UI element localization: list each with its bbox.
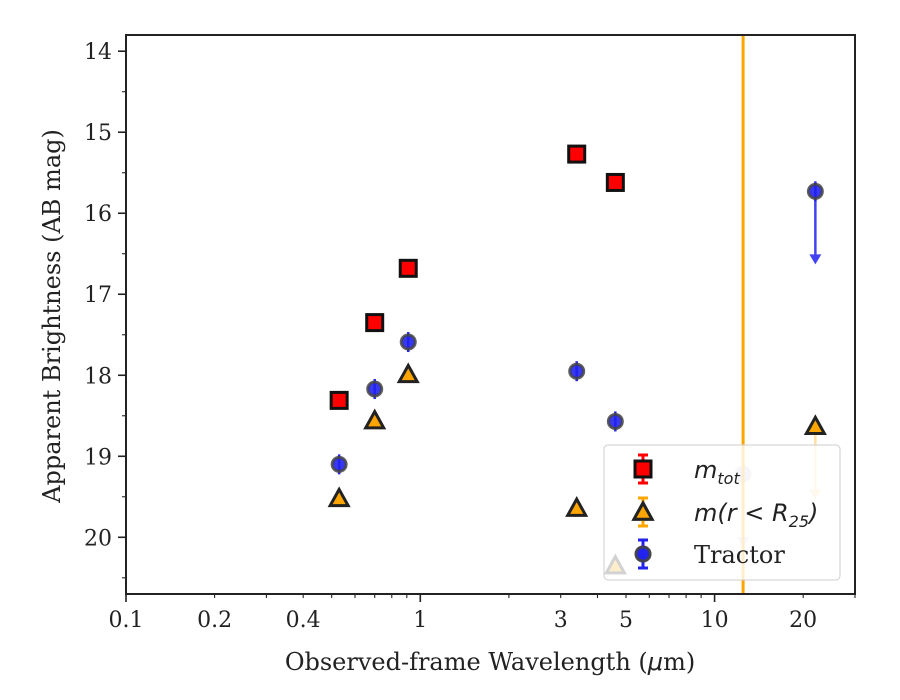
y-tick-label: 18 [84,364,112,389]
x-axis-label: Observed-frame Wavelength (μm) [285,648,695,676]
square-marker [365,313,385,333]
point-mr25-2 [396,362,420,384]
square-marker [605,172,625,192]
square-marker [329,390,349,410]
circle-marker [806,182,824,200]
point-mr25-5 [803,414,827,435]
point-mtot-3 [567,144,587,164]
plot-frame [125,34,856,595]
x-axis-label-prefix: Observed-frame Wavelength ( [285,648,648,676]
legend-marker-top-mtot [633,459,653,479]
point-tractor-3 [568,361,586,382]
y-tick-label: 14 [84,40,112,65]
x-tick-label: 20 [789,608,817,633]
legend-label-tractor: Tractor [694,541,785,569]
triangle-marker [803,414,827,435]
circle-marker [330,455,348,473]
x-tick-label: 0.1 [109,608,144,633]
x-tick-label: 0.2 [197,608,232,633]
x-tick-label: 10 [701,608,729,633]
point-mr25-3 [565,496,589,517]
point-mr25-1 [363,408,387,430]
point-mr25-0 [327,486,351,508]
x-tick-label: 0.4 [286,608,321,633]
x-axis-label-suffix: m) [663,648,695,676]
circle-marker [366,380,384,398]
y-axis-label: Apparent Brightness (AB mag) [38,129,66,504]
arrow-head [809,254,822,265]
triangle-marker [363,408,387,430]
x-axis-label-mu: μ [647,648,663,676]
point-tractor-1 [366,379,384,400]
y-tick-label: 15 [84,121,112,146]
point-tractor-4 [606,411,624,432]
point-mtot-1 [365,313,385,333]
triangle-marker [565,496,589,517]
point-tractor-0 [330,454,348,475]
x-tick-label: 5 [619,608,633,633]
triangle-marker [631,499,655,521]
triangle-marker [396,362,420,384]
point-mtot-4 [605,172,625,192]
point-mtot-2 [398,258,418,278]
square-marker [633,459,653,479]
upper-limit-arrow-tractor-6 [809,191,822,265]
legend-box [603,444,841,581]
x-tick-label: 3 [554,608,568,633]
y-tick-label: 16 [84,202,112,227]
y-tick-label: 17 [84,283,112,308]
triangle-marker [327,486,351,508]
y-tick-label: 20 [84,526,112,551]
point-tractor-6 [806,181,824,202]
circle-marker [399,333,417,351]
point-tractor-2 [399,332,417,353]
circle-marker [634,545,652,563]
legend-label-mr25: m(r < R25) [694,499,818,531]
point-mtot-0 [329,390,349,410]
y-tick-label: 19 [84,445,112,470]
circle-marker [606,412,624,430]
square-marker [567,144,587,164]
legend: mtot m(r < R25) Tractor [603,444,841,581]
square-marker [398,258,418,278]
legend-marker-top-mr25 [631,499,655,521]
legend-marker-top-tractor [634,544,652,564]
circle-marker [568,362,586,380]
x-tick-label: 1 [413,608,427,633]
legend-label-mtot: mtot [694,456,740,488]
